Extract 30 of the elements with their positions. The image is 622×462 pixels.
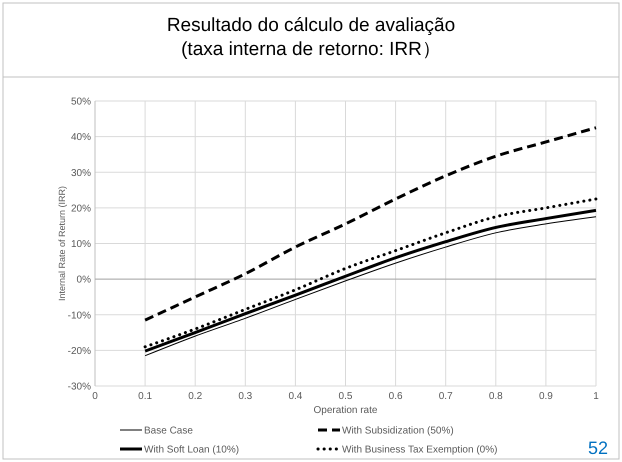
y-tick-label: 40%	[70, 132, 92, 144]
y-tick-label: 50%	[70, 96, 92, 108]
x-tick-label: 1	[593, 391, 600, 402]
x-axis-title: Operation rate	[314, 405, 378, 416]
x-tick-label: 0.3	[238, 391, 253, 402]
line-series	[144, 126, 598, 322]
legend-label: With Soft Loan (10%)	[144, 444, 240, 456]
y-tick-label: 10%	[70, 239, 92, 250]
y-tick-label: 20%	[70, 203, 92, 214]
x-tick-label: 0.4	[288, 391, 303, 402]
x-tick-label: 0.7	[438, 391, 454, 402]
chart-subtitle: (taxa interna de retorno: IRR）	[181, 39, 441, 60]
x-tick-label: 0.8	[488, 391, 504, 402]
x-tick-label: 0.2	[188, 391, 203, 402]
legend-label: Base Case	[144, 426, 194, 436]
text: 52	[588, 438, 608, 458]
x-tick-label: 0.9	[538, 391, 554, 402]
x-tick-label: 0	[92, 391, 98, 402]
y-tick-label: 30%	[70, 168, 92, 179]
y-tick-label: -30%	[68, 382, 92, 392]
y-tick-label: -20%	[68, 346, 92, 357]
y-tick-label: 0%	[76, 274, 92, 286]
x-tick-label: 0.1	[138, 391, 152, 402]
chart-title: Resultado do cálculo de avaliação	[166, 15, 456, 36]
x-tick-label: 0.5	[338, 391, 353, 402]
y-tick-label: -10%	[68, 310, 92, 322]
legend-label: With Business Tax Exemption (0%)	[342, 444, 498, 456]
y-axis-title: Internal Rate of Return (IRR)	[57, 186, 67, 302]
legend-label: With Subsidization (50%)	[342, 426, 454, 436]
x-tick-label: 0.6	[388, 391, 403, 402]
